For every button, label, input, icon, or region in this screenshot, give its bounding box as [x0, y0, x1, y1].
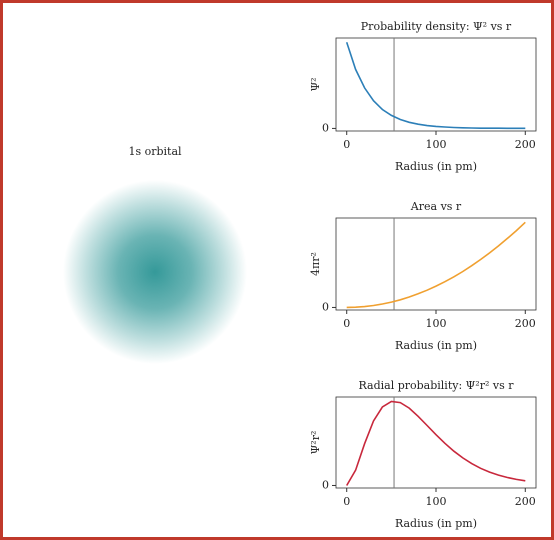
chart-title: Radial probability: Ψ²r² vs r — [358, 379, 514, 392]
y-axis-label: Ψ² — [309, 77, 322, 91]
orbital-title: 1s orbital — [128, 145, 182, 158]
line-series — [346, 221, 526, 309]
x-tick-label: 100 — [426, 317, 447, 330]
y-axis-label: Ψ²r² — [309, 431, 322, 455]
x-axis-label: Radius (in pm) — [395, 339, 477, 352]
x-tick-label: 100 — [426, 138, 447, 151]
chart-title: Area vs r — [410, 200, 462, 213]
x-tick-label: 200 — [515, 138, 536, 151]
line-series — [346, 400, 526, 486]
x-axis-label: Radius (in pm) — [395, 517, 477, 530]
x-tick-label: 0 — [343, 317, 350, 330]
x-tick-label: 0 — [343, 138, 350, 151]
orbital — [63, 180, 247, 364]
x-tick-label: 0 — [343, 495, 350, 508]
y-tick-label: 0 — [322, 121, 329, 134]
y-axis-label: 4πr² — [309, 252, 322, 276]
x-axis-label: Radius (in pm) — [395, 160, 477, 173]
x-tick-label: 100 — [426, 495, 447, 508]
x-tick-label: 200 — [515, 495, 536, 508]
line-series — [345, 42, 526, 130]
chart-title: Probability density: Ψ² vs r — [361, 20, 512, 33]
y-tick-label: 0 — [322, 478, 329, 491]
y-tick-label: 0 — [322, 300, 329, 313]
x-tick-label: 200 — [515, 317, 536, 330]
